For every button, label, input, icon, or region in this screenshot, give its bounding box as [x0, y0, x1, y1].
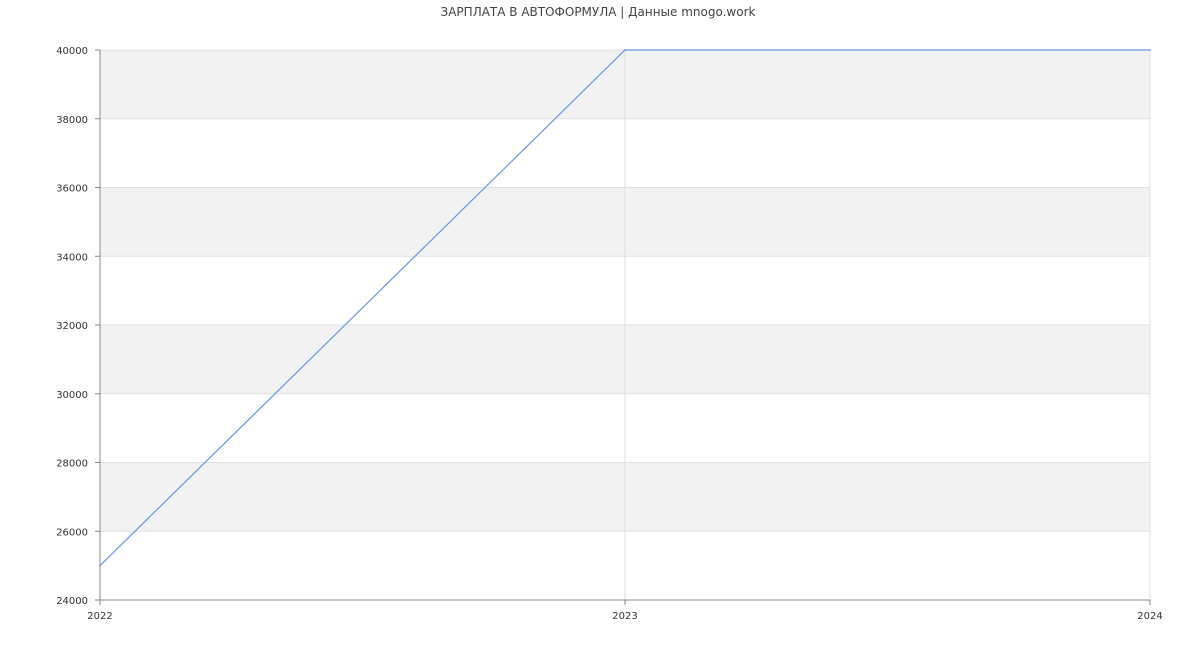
x-tick-label: 2024	[1137, 611, 1162, 622]
x-tick-label: 2022	[87, 611, 112, 622]
data-point	[1149, 49, 1151, 51]
y-tick-label: 26000	[56, 527, 88, 538]
y-tick-label: 40000	[56, 46, 88, 57]
data-point	[624, 49, 626, 51]
y-tick-label: 32000	[56, 321, 88, 332]
x-tick-label: 2023	[612, 611, 637, 622]
y-tick-label: 24000	[56, 596, 88, 607]
y-tick-label: 36000	[56, 184, 88, 195]
y-tick-label: 38000	[56, 115, 88, 126]
chart-title: ЗАРПЛАТА В АВТОФОРМУЛА | Данные mnogo.wo…	[441, 5, 756, 19]
y-tick-label: 30000	[56, 390, 88, 401]
y-tick-label: 28000	[56, 459, 88, 470]
y-tick-label: 34000	[56, 252, 88, 263]
